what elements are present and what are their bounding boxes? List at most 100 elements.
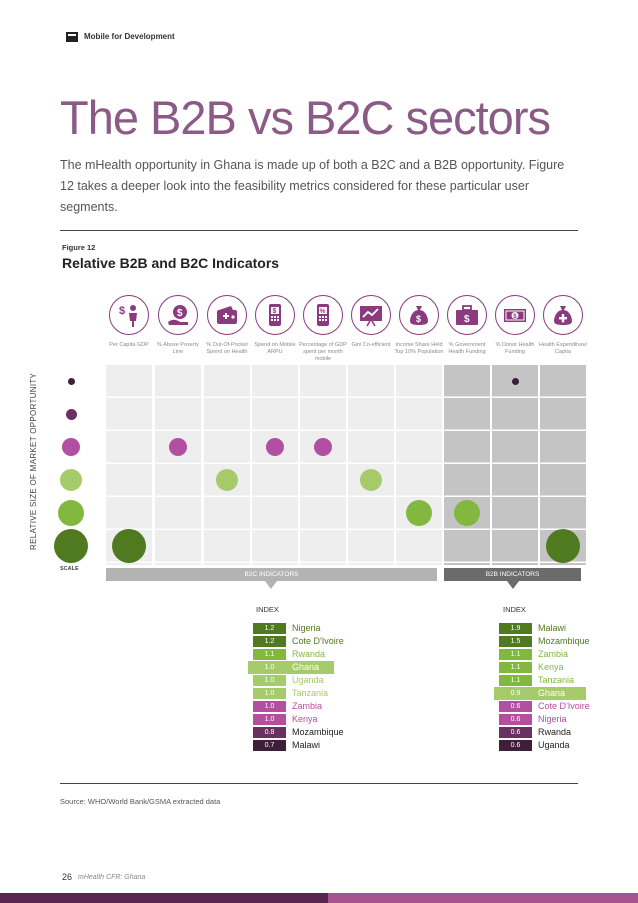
b2c-indicators-bar: B2C INDICATORS xyxy=(106,568,437,581)
b2b-index-country: Uganda xyxy=(538,740,570,750)
b2c-index-value: 1.0 xyxy=(253,675,286,686)
phone-dollar-icon: $ xyxy=(255,295,295,335)
b2c-index-value: 1.0 xyxy=(253,701,286,712)
b2b-index-country: Tanzania xyxy=(538,675,575,685)
data-dot-2 xyxy=(169,438,187,456)
b2b-index-country: Ghana xyxy=(538,688,566,698)
b2b-index-value: 0.9 xyxy=(499,688,532,699)
footer-bar-light xyxy=(328,893,638,903)
b2c-index-value: 1.0 xyxy=(253,662,286,673)
y-axis-label: RELATIVE SIZE OF MARKET OPPORTUNITY xyxy=(29,372,38,550)
svg-text:%: % xyxy=(320,308,326,315)
chart-board-icon xyxy=(351,295,391,335)
b2b-indicators-bar: B2B INDICATORS xyxy=(444,568,581,581)
b2c-index-country: Uganda xyxy=(292,675,324,685)
money-bag-icon: $ xyxy=(399,295,439,335)
svg-text:$: $ xyxy=(464,314,470,325)
grid-column-3 xyxy=(204,365,250,565)
data-dot-1 xyxy=(112,529,146,563)
b2b-index-country: Kenya xyxy=(538,662,564,672)
column-label-7: Income Share Held Top 10% Population xyxy=(394,342,444,355)
svg-text:$: $ xyxy=(119,305,125,317)
scale-dot-4 xyxy=(60,469,82,491)
grid-column-7 xyxy=(396,365,442,565)
footer-bar-dark xyxy=(0,893,328,903)
data-dot-8 xyxy=(454,500,480,526)
column-label-6: Gini Co-efficient xyxy=(351,342,391,348)
data-dot-7 xyxy=(406,500,432,526)
top-divider xyxy=(60,230,578,231)
scale-dot-3 xyxy=(62,438,80,456)
figure-title: Relative B2B and B2C Indicators xyxy=(62,255,280,271)
b2c-arrow xyxy=(265,581,277,589)
b2c-index-value: 1.2 xyxy=(253,623,286,634)
b2c-index-value: 1.0 xyxy=(253,714,286,725)
column-label-5: Percentage of GDP spent per month mobile xyxy=(299,342,347,362)
intro-paragraph: The mHealth opportunity in Ghana is made… xyxy=(60,158,565,214)
b2c-index-value: 1.1 xyxy=(253,649,286,660)
b2b-index-value: 0.6 xyxy=(499,740,532,751)
b2c-index-country: Cote D'Ivoire xyxy=(292,636,344,646)
column-label-1: Per Capita GDP xyxy=(109,342,149,348)
scale-dot-1 xyxy=(67,377,75,385)
page-title: The B2B vs B2C sectors xyxy=(60,91,551,144)
data-dot-4 xyxy=(266,438,284,456)
b2b-index-value: 1.1 xyxy=(499,662,532,673)
b2c-index-title: INDEX xyxy=(256,605,279,614)
svg-text:$: $ xyxy=(273,308,277,315)
b2c-index-country: Ghana xyxy=(292,662,320,672)
b2b-index-country: Zambia xyxy=(538,649,569,659)
b2c-index-country: Kenya xyxy=(292,714,318,724)
data-dot-5 xyxy=(314,438,332,456)
b2c-index-value: 1.0 xyxy=(253,688,286,699)
briefcase-dollar-icon: $ xyxy=(447,295,487,335)
source-note: Source: WHO/World Bank/GSMA extracted da… xyxy=(60,797,221,806)
page-number: 26 xyxy=(62,872,73,882)
scale-label: SCALE xyxy=(60,566,79,572)
b2b-index-country: Mozambique xyxy=(538,636,590,646)
b2b-index-value: 0.6 xyxy=(499,714,532,725)
banknote-icon: $ xyxy=(495,295,535,335)
column-label-8: % Government Health Funding xyxy=(448,342,486,355)
column-label-2: % Above Poverty Line xyxy=(157,342,199,355)
svg-text:$: $ xyxy=(416,314,421,324)
grid-column-4 xyxy=(252,365,298,565)
b2b-index-country: Cote D'Ivoire xyxy=(538,701,590,711)
b2c-index-value: 1.2 xyxy=(253,636,286,647)
hand-coin-icon: $ xyxy=(158,295,198,335)
b2c-index-country: Mozambique xyxy=(292,727,344,737)
b2b-index-country: Malawi xyxy=(538,623,567,633)
b2b-index-country: Nigeria xyxy=(538,714,567,724)
phone-percent-icon: % xyxy=(303,295,343,335)
b2c-index-country: Malawi xyxy=(292,740,321,750)
column-label-9: % Donor Health Funding xyxy=(495,342,535,355)
data-dot-9 xyxy=(511,377,519,385)
b2c-index-country: Zambia xyxy=(292,701,323,711)
b2b-index-value: 0.6 xyxy=(499,727,532,738)
grid-column-1 xyxy=(106,365,152,565)
scale-dot-6 xyxy=(54,529,88,563)
b2b-index-value: 1.9 xyxy=(499,623,532,634)
figure-label: Figure 12 xyxy=(62,243,96,252)
column-label-3: % Out-Of-Pocket Spend on Health xyxy=(206,342,248,355)
b2c-index-country: Rwanda xyxy=(292,649,326,659)
svg-text:$: $ xyxy=(513,314,517,320)
b2c-index-value: 0.8 xyxy=(253,727,286,738)
b2c-index-country: Nigeria xyxy=(292,623,321,633)
scale-dot-5 xyxy=(58,500,84,526)
source-divider xyxy=(60,783,578,784)
b2b-arrow xyxy=(507,581,519,589)
grid-column-5 xyxy=(300,365,346,565)
gsma-logo-icon xyxy=(66,32,78,42)
footer-text: mHealth CFR: Ghana xyxy=(78,874,146,881)
b2b-index-value: 0.6 xyxy=(499,701,532,712)
grid-column-6 xyxy=(348,365,394,565)
data-dot-6 xyxy=(360,469,382,491)
grid-column-10 xyxy=(540,365,586,565)
b2c-index-value: 0.7 xyxy=(253,740,286,751)
grid-column-9 xyxy=(492,365,538,565)
column-label-4: Spend on Mobile ARPU xyxy=(254,342,296,355)
b2c-index-country: Tanzania xyxy=(292,688,329,698)
bag-health-icon xyxy=(543,295,583,335)
b2b-index-value: 1.1 xyxy=(499,649,532,660)
